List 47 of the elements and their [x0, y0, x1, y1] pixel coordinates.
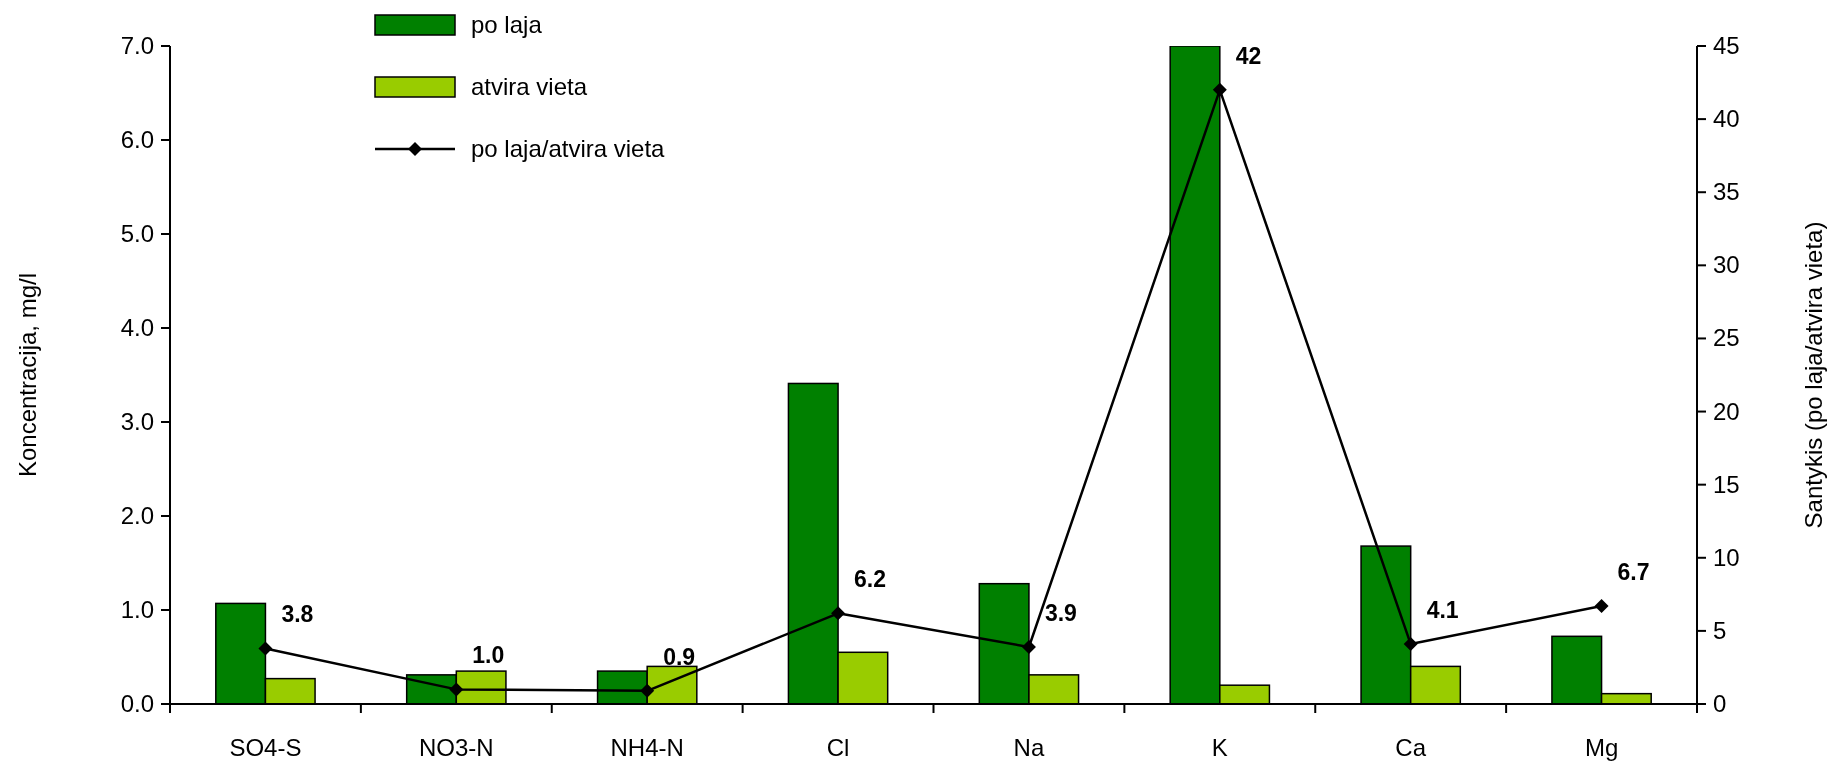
- point: [1021, 639, 1036, 654]
- y2-tick-label: 15: [1713, 470, 1740, 498]
- data-label: 4.1: [1426, 597, 1459, 624]
- y2-axis-title: Santykis (po laja/atvira vieta): [1800, 221, 1827, 529]
- y2-tick-label: 25: [1713, 324, 1740, 352]
- y-tick-label: 3.0: [120, 408, 154, 435]
- y2-tick-label: 40: [1713, 105, 1740, 133]
- y2-tick-label: 35: [1713, 178, 1740, 206]
- y-tick-label: 0.0: [120, 690, 154, 717]
- y-tick-label: 7.0: [120, 32, 154, 59]
- point: [449, 682, 464, 697]
- data-label: 3.8: [281, 601, 314, 628]
- y2-tick-label: 0: [1713, 690, 1727, 717]
- legend-label: po laja/atvira vieta: [471, 135, 666, 162]
- y-tick-label: 4.0: [120, 314, 154, 341]
- y2-tick-label: 20: [1713, 397, 1740, 425]
- y-tick-label: 1.0: [120, 596, 154, 623]
- x-tick-label: Cl: [826, 734, 850, 761]
- y-tick-label: 5.0: [120, 220, 154, 247]
- data-label: 6.2: [854, 566, 887, 593]
- data-label: 0.9: [663, 643, 696, 670]
- data-label: 42: [1235, 42, 1262, 69]
- point: [258, 641, 273, 656]
- legend-label: atvira vieta: [471, 73, 588, 100]
- data-label: 1.0: [472, 642, 505, 669]
- x-tick-label: NH4-N: [610, 734, 684, 761]
- point: [1594, 599, 1609, 614]
- y-axis-title: Koncentracija, mg/l: [14, 272, 41, 478]
- x-tick-label: Na: [1013, 734, 1045, 761]
- data-label: 6.7: [1617, 559, 1650, 586]
- point: [1212, 82, 1227, 97]
- legend-label: po laja: [471, 11, 543, 38]
- y-tick-label: 6.0: [120, 126, 154, 153]
- x-tick-label: SO4-S: [229, 734, 302, 761]
- point: [831, 606, 846, 621]
- x-tick-label: K: [1211, 734, 1228, 761]
- point: [1403, 637, 1418, 652]
- y-tick-label: 2.0: [120, 502, 154, 529]
- x-tick-label: Mg: [1584, 734, 1619, 761]
- y2-tick-label: 30: [1713, 251, 1740, 279]
- x-tick-label: Ca: [1395, 734, 1427, 761]
- point: [640, 683, 655, 698]
- y2-tick-label: 5: [1713, 616, 1727, 644]
- data-label: 3.9: [1044, 599, 1077, 626]
- y2-tick-label: 45: [1713, 32, 1740, 59]
- x-tick-label: NO3-N: [418, 734, 494, 761]
- y2-tick-label: 10: [1713, 543, 1740, 571]
